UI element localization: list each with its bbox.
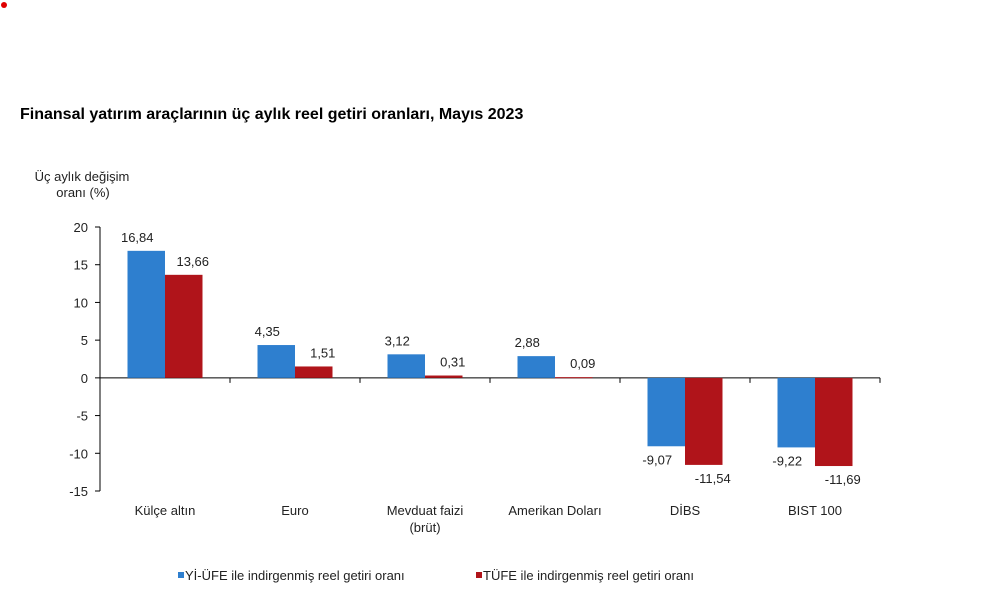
- data-label: -9,22: [772, 453, 802, 468]
- data-label: -11,69: [825, 472, 861, 487]
- x-tick-label: Mevduat faizi: [387, 503, 464, 518]
- legend-swatch: [476, 572, 482, 578]
- bar-yi-ufe: [777, 377, 815, 448]
- legend-label: Yİ-ÜFE ile indirgenmiş reel getiri oranı: [185, 568, 405, 583]
- y-tick-label: -10: [69, 446, 88, 461]
- y-tick-label: -5: [76, 409, 88, 424]
- bar-yi-ufe: [387, 354, 425, 378]
- bar-tufe: [815, 377, 853, 467]
- y-tick-label: 15: [74, 258, 88, 273]
- data-label: 16,84: [121, 230, 154, 245]
- data-label: 13,66: [176, 254, 209, 269]
- chart-title: Finansal yatırım araçlarının üç aylık re…: [20, 106, 524, 123]
- y-tick-label: 5: [81, 333, 88, 348]
- red-dot-marker: [1, 2, 7, 8]
- bar-tufe: [555, 377, 593, 379]
- legend-swatch: [178, 572, 184, 578]
- y-tick-label: -15: [69, 484, 88, 499]
- data-label: 0,31: [440, 355, 465, 370]
- data-label: 4,35: [255, 324, 280, 339]
- data-label: 2,88: [515, 335, 540, 350]
- bar-yi-ufe: [647, 377, 685, 447]
- bar-tufe: [425, 375, 463, 378]
- x-tick-label: Külçe altın: [135, 503, 196, 518]
- x-tick-label: DİBS: [670, 503, 701, 518]
- bar-yi-ufe: [127, 250, 165, 378]
- bar-yi-ufe: [517, 356, 555, 378]
- x-tick-label: (brüt): [409, 520, 440, 535]
- bar-tufe: [295, 366, 333, 378]
- legend-label: TÜFE ile indirgenmiş reel getiri oranı: [483, 568, 694, 583]
- x-tick-label: BIST 100: [788, 503, 842, 518]
- x-tick-label: Amerikan Doları: [508, 503, 601, 518]
- x-tick-label: Euro: [281, 503, 308, 518]
- y-axis-label: oranı (%): [56, 185, 109, 200]
- bar-tufe: [685, 377, 723, 465]
- y-tick-label: 0: [81, 371, 88, 386]
- data-label: 3,12: [385, 333, 410, 348]
- y-axis-label: Üç aylık değişim: [35, 169, 130, 184]
- bar-tufe: [165, 274, 203, 378]
- y-tick-label: 20: [74, 220, 88, 235]
- data-label: -11,54: [695, 471, 731, 486]
- data-label: 1,51: [310, 345, 335, 360]
- y-tick-label: 10: [74, 295, 88, 310]
- bar-yi-ufe: [257, 345, 295, 378]
- data-label: -9,07: [642, 452, 672, 467]
- data-label: 0,09: [570, 356, 595, 371]
